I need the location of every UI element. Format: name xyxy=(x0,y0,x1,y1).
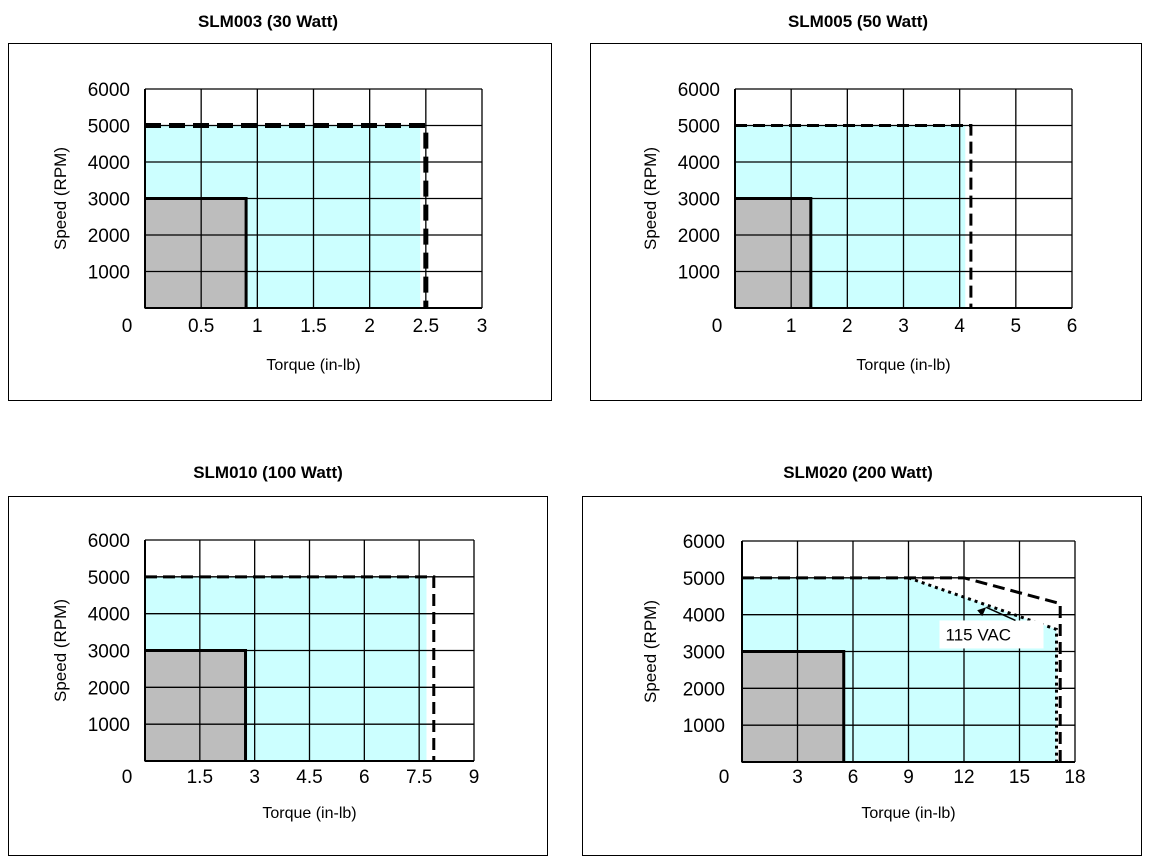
y-axis-label: Speed (RPM) xyxy=(641,600,660,703)
y-tick-label: 6000 xyxy=(88,80,130,101)
y-tick-label: 2000 xyxy=(88,226,130,247)
chart-svg: 1000 2000 3000 4000 5000 6000 0 1 2 3 4 5 6 Torque (i… xyxy=(641,80,1078,374)
y-tick-label: 4000 xyxy=(683,606,725,627)
y-tick-label: 1000 xyxy=(683,716,725,737)
chart-title: SLM010 (100 Watt) xyxy=(193,463,343,482)
annotation-text: 115 VAC xyxy=(946,625,1012,644)
y-tick-label: 4000 xyxy=(678,153,720,174)
x-tick-label: 2 xyxy=(842,316,853,337)
y-axis-label: Speed (RPM) xyxy=(51,599,70,702)
y-tick-label: 2000 xyxy=(683,679,725,700)
x-tick-label: 0 xyxy=(719,767,730,788)
x-tick-label: 1.5 xyxy=(187,767,213,788)
x-tick-label: 6 xyxy=(1067,316,1078,337)
x-tick-label: 0 xyxy=(122,316,133,337)
chart-title: SLM003 (30 Watt) xyxy=(197,12,339,31)
x-tick-label: 9 xyxy=(903,767,914,788)
y-axis-label: Speed (RPM) xyxy=(51,147,70,250)
chart-svg: 115 VAC 1000 2000 3000 4000 5000 6000 0 3 6 9 12 15 1… xyxy=(641,532,1086,822)
x-tick-label: 2 xyxy=(364,316,375,337)
y-tick-label: 2000 xyxy=(88,678,130,699)
x-tick-label: 4.5 xyxy=(296,767,322,788)
x-tick-label: 15 xyxy=(1009,767,1030,788)
continuous-region xyxy=(734,197,812,309)
x-axis-label: Torque (in-lb) xyxy=(266,357,360,374)
y-tick-label: 6000 xyxy=(683,532,725,553)
continuous-region xyxy=(741,650,845,763)
chart-panel-slm010: SLM010 (100 Watt) 1000 2000 3000 4000 5000 60… xyxy=(0,425,560,856)
x-tick-label: 0 xyxy=(712,316,723,337)
y-tick-label: 6000 xyxy=(678,80,720,101)
y-tick-label: 5000 xyxy=(88,568,130,589)
continuous-boundary xyxy=(735,197,813,308)
y-tick-label: 1000 xyxy=(88,263,130,284)
y-axis-label: Speed (RPM) xyxy=(641,147,660,250)
x-tick-label: 2.5 xyxy=(413,316,439,337)
chart-svg: 1000 2000 3000 4000 5000 6000 0 1.5 3 4.5 6 7.5 9 Tor… xyxy=(51,531,480,822)
x-tick-label: 7.5 xyxy=(406,767,432,788)
peak-limit-line xyxy=(145,575,436,761)
y-tick-label: 5000 xyxy=(678,117,720,138)
chart-svg: 1000 2000 3000 4000 5000 6000 0 0.5 1 1.5 2 2.5 3 Tor… xyxy=(51,80,488,374)
peak-limit-line xyxy=(742,576,1062,762)
x-tick-label: 0 xyxy=(122,767,133,788)
x-axis-label: Torque (in-lb) xyxy=(856,357,950,374)
y-tick-label: 3000 xyxy=(683,643,725,664)
y-tick-label: 3000 xyxy=(678,190,720,211)
peak-limit-line xyxy=(735,124,973,308)
chart-panel-slm005: SLM005 (50 Watt) 1000 2000 3000 4000 5000 600… xyxy=(590,0,1149,410)
chart-title: SLM005 (50 Watt) xyxy=(787,12,929,31)
annotation-arrow xyxy=(985,606,1016,622)
y-tick-label: 4000 xyxy=(88,605,130,626)
x-tick-label: 18 xyxy=(1064,767,1085,788)
chart-panel-slm003: SLM003 (30 Watt) 1000 2000 3000 4000 5000 600… xyxy=(0,0,560,410)
y-tick-label: 5000 xyxy=(88,117,130,138)
y-tick-label: 4000 xyxy=(88,153,130,174)
chart-panel-slm020: SLM020 (200 Watt) 115 VAC 1000 2000 3000 400… xyxy=(582,425,1149,856)
y-tick-label: 1000 xyxy=(88,715,130,736)
x-tick-label: 1.5 xyxy=(300,316,326,337)
x-tick-label: 3 xyxy=(898,316,909,337)
x-tick-label: 6 xyxy=(848,767,859,788)
vac115-limit-line xyxy=(908,576,1058,762)
y-tick-label: 6000 xyxy=(88,531,130,552)
y-tick-label: 1000 xyxy=(678,263,720,284)
x-tick-label: 1 xyxy=(252,316,263,337)
x-tick-label: 4 xyxy=(954,316,965,337)
x-tick-label: 0.5 xyxy=(188,316,214,337)
annotation-box xyxy=(939,620,1044,649)
y-tick-label: 2000 xyxy=(678,226,720,247)
y-tick-label: 3000 xyxy=(88,190,130,211)
y-tick-label: 3000 xyxy=(88,642,130,663)
continuous-region xyxy=(144,649,247,762)
x-axis-label: Torque (in-lb) xyxy=(262,805,356,822)
annotation-arrowhead xyxy=(977,607,987,617)
x-tick-label: 9 xyxy=(469,767,480,788)
x-tick-label: 1 xyxy=(786,316,797,337)
x-tick-label: 3 xyxy=(477,316,488,337)
x-axis-label: Torque (in-lb) xyxy=(861,805,955,822)
x-tick-label: 6 xyxy=(359,767,370,788)
continuous-region xyxy=(144,197,247,309)
y-tick-label: 5000 xyxy=(683,569,725,590)
x-tick-label: 5 xyxy=(1011,316,1022,337)
chart-title: SLM020 (200 Watt) xyxy=(783,463,933,482)
x-tick-label: 3 xyxy=(792,767,803,788)
x-tick-label: 12 xyxy=(953,767,974,788)
x-tick-label: 3 xyxy=(249,767,260,788)
